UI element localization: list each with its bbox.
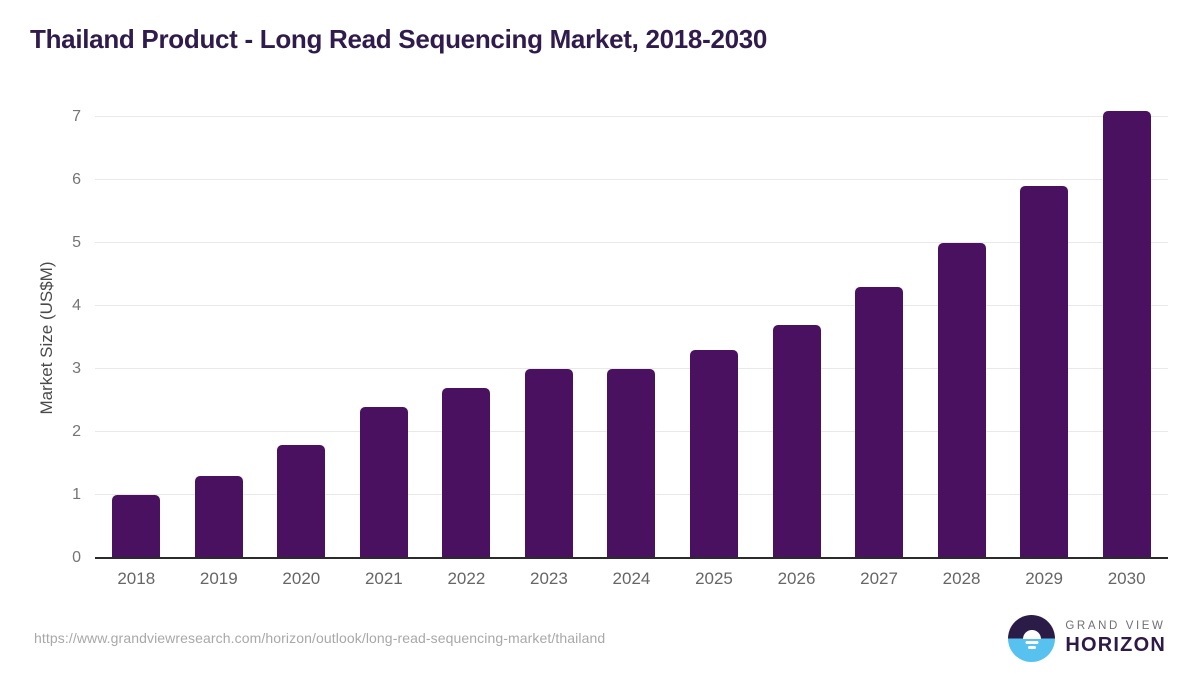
y-tick-label-2: 2 [72,423,81,440]
x-tick-label-2028: 2028 [942,569,981,588]
y-tick-label-3: 3 [72,360,81,377]
x-tick-label-2019: 2019 [199,569,238,588]
bar-slot-2029 [1003,117,1086,558]
chart-title: Thailand Product - Long Read Sequencing … [30,24,768,54]
bar-2024[interactable] [607,369,656,558]
source-url: https://www.grandviewresearch.com/horizo… [34,630,606,646]
gridline-7 [95,116,1168,117]
y-tick-label-4: 4 [72,297,81,314]
bar-slot-2023 [508,117,591,558]
y-tick-label-1: 1 [72,486,81,503]
logo-text: GRAND VIEW HORIZON [1065,620,1166,657]
bar-slot-2025 [673,117,756,558]
brand-name-top: GRAND VIEW [1065,620,1166,632]
bar-slot-2020 [260,117,343,558]
y-tick-label-7: 7 [72,108,81,125]
bar-2019[interactable] [194,476,243,558]
grandview-horizon-logo: GRAND VIEW HORIZON [1008,615,1166,662]
plot-area: Market Size (US$M) 0 1 2 3 4 5 6 7 2018 2019 2020… [37,109,1168,588]
bar-2021[interactable] [359,406,408,558]
x-tick-label-2023: 2023 [530,569,568,588]
x-tick-label-2027: 2027 [860,569,898,588]
y-tick-label-6: 6 [72,171,81,188]
bar-2018[interactable] [112,495,161,558]
bars-row [95,110,1168,558]
bar-slot-2024 [590,117,673,558]
x-tick-label-2026: 2026 [777,569,816,588]
gridline-5 [95,242,1168,243]
bar-slot-2018 [95,117,178,558]
x-tick-label-2030: 2030 [1107,569,1146,588]
bar-2020[interactable] [277,444,326,558]
bar-2023[interactable] [524,369,573,558]
x-tick-label-2018: 2018 [117,569,156,588]
sun-reflection-line [1025,641,1039,645]
y-tick-label-0: 0 [72,549,81,566]
sun-dome-shape [1022,629,1041,639]
x-tick-label-2020: 2020 [282,569,321,588]
x-tick-label-2025: 2025 [695,569,733,588]
gridline-3 [95,368,1168,369]
x-tick-label-2021: 2021 [364,569,403,588]
horizon-sun-icon [1008,615,1056,662]
bar-slot-2019 [178,117,261,558]
bar-2029[interactable] [1020,186,1069,558]
x-tick-label-2024: 2024 [612,569,651,588]
bar-slot-2022 [425,117,508,558]
x-axis-labels: 2018 2019 2020 2021 2022 2023 2024 2025 2026 2027… [95,569,1168,589]
bar-2026[interactable] [772,324,821,558]
bar-2027[interactable] [855,287,904,558]
bar-slot-2030 [1085,110,1168,558]
x-tick-label-2029: 2029 [1025,569,1064,588]
bar-2030[interactable] [1102,110,1151,558]
y-axis-label: Market Size (US$M) [37,260,56,415]
sun-reflection-line [1027,646,1036,650]
y-tick-label-5: 5 [72,234,81,251]
brand-name-bottom: HORIZON [1065,634,1166,656]
bar-slot-2021 [343,117,426,558]
x-tick-label-2022: 2022 [447,569,486,588]
bar-2025[interactable] [689,350,738,558]
bar-2022[interactable] [442,387,491,558]
bar-slot-2026 [755,117,838,558]
gridline-6 [95,179,1168,180]
bar-slot-2027 [838,117,921,558]
bar-slot-2028 [920,117,1003,558]
bar-2028[interactable] [937,243,986,558]
gridline-4 [95,305,1168,306]
x-axis-line [95,557,1168,559]
